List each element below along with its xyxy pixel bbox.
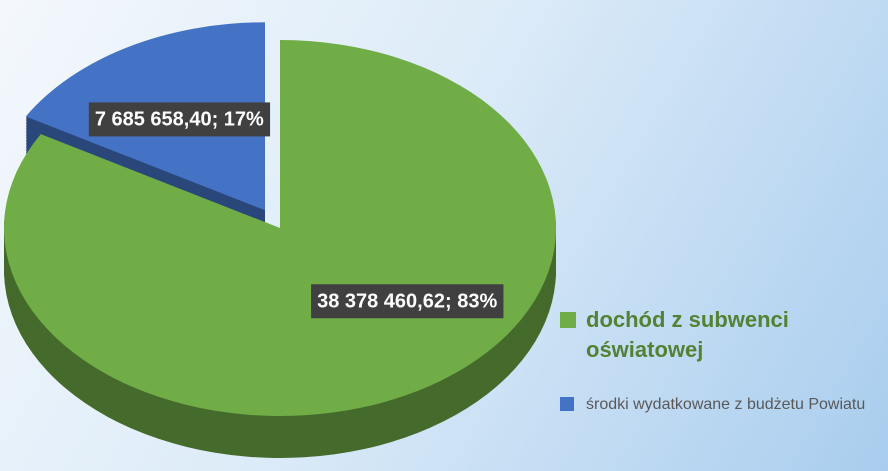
- legend-swatch: [560, 397, 574, 411]
- data-label-box: [88, 102, 271, 137]
- data-label: 38 378 460,62; 83%: [311, 284, 504, 319]
- data-label-box: [311, 284, 504, 319]
- legend-entry: dochód z subwenci oświatowej: [560, 305, 880, 365]
- legend: dochód z subwenci oświatowej środki wydat…: [560, 305, 880, 417]
- data-label-text: 7 685 658,40; 17%: [95, 109, 264, 131]
- legend-entry: środki wydatkowane z budżetu Powiatu: [560, 393, 880, 417]
- legend-label: dochód z subwenci oświatowej: [586, 307, 789, 362]
- legend-swatch: [560, 312, 576, 328]
- data-label: 7 685 658,40; 17%: [88, 102, 271, 137]
- legend-label: środki wydatkowane z budżetu Powiatu: [586, 396, 866, 413]
- slice: [4, 40, 557, 417]
- data-label-text: 38 378 460,62; 83%: [317, 291, 497, 313]
